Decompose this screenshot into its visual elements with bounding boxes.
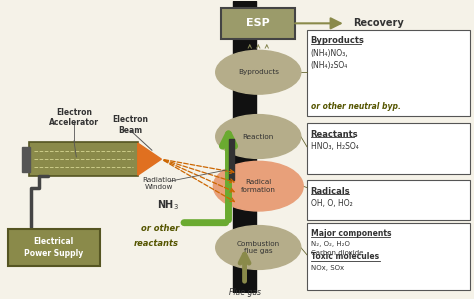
Text: Byproducts: Byproducts bbox=[311, 36, 365, 45]
Polygon shape bbox=[138, 143, 161, 175]
Text: NH$_3$: NH$_3$ bbox=[157, 199, 179, 213]
Bar bbox=[307, 180, 470, 220]
Text: Combustion
flue gas: Combustion flue gas bbox=[237, 241, 280, 254]
Text: Electrical
Power Supply: Electrical Power Supply bbox=[24, 237, 83, 258]
Text: Radicals: Radicals bbox=[311, 187, 350, 196]
Bar bbox=[29, 142, 138, 176]
Bar bbox=[307, 123, 470, 175]
Text: (NH₄)₂SO₄: (NH₄)₂SO₄ bbox=[311, 61, 348, 70]
Bar bbox=[8, 228, 100, 266]
Text: or other: or other bbox=[141, 224, 179, 233]
Text: (NH₄)NO₃,: (NH₄)NO₃, bbox=[311, 49, 348, 58]
Text: Flue gas: Flue gas bbox=[228, 288, 261, 298]
Text: Electron
Beam: Electron Beam bbox=[113, 115, 149, 135]
Text: reactants: reactants bbox=[134, 239, 179, 248]
Text: Electron
Accelerator: Electron Accelerator bbox=[49, 108, 99, 127]
Bar bbox=[233, 1, 256, 293]
Text: Radiation
Window: Radiation Window bbox=[142, 177, 176, 190]
Text: Radical
formation: Radical formation bbox=[241, 179, 276, 193]
Text: Major components: Major components bbox=[311, 229, 391, 238]
Text: Reaction: Reaction bbox=[243, 134, 274, 140]
Bar bbox=[307, 30, 470, 116]
Text: or other neutral byp.: or other neutral byp. bbox=[311, 102, 401, 111]
Text: Reactants: Reactants bbox=[311, 130, 358, 139]
Ellipse shape bbox=[216, 50, 301, 94]
Text: Toxic molecules: Toxic molecules bbox=[311, 252, 379, 261]
Text: OH, O, HO₂: OH, O, HO₂ bbox=[311, 199, 353, 208]
Bar bbox=[22, 147, 30, 172]
Text: HNO₃, H₂SO₄: HNO₃, H₂SO₄ bbox=[311, 142, 358, 151]
Text: Carbon dioxide: Carbon dioxide bbox=[311, 250, 363, 257]
Bar bbox=[307, 223, 470, 290]
Text: N₂, O₂, H₂O: N₂, O₂, H₂O bbox=[311, 241, 350, 247]
Ellipse shape bbox=[213, 161, 303, 211]
Ellipse shape bbox=[216, 115, 301, 158]
FancyBboxPatch shape bbox=[221, 8, 295, 39]
Text: ESP: ESP bbox=[246, 18, 270, 28]
Text: Byproducts: Byproducts bbox=[238, 69, 279, 75]
Ellipse shape bbox=[216, 225, 301, 269]
Text: Recovery: Recovery bbox=[353, 18, 403, 28]
Bar bbox=[229, 139, 234, 180]
Text: NOx, SOx: NOx, SOx bbox=[311, 265, 344, 271]
